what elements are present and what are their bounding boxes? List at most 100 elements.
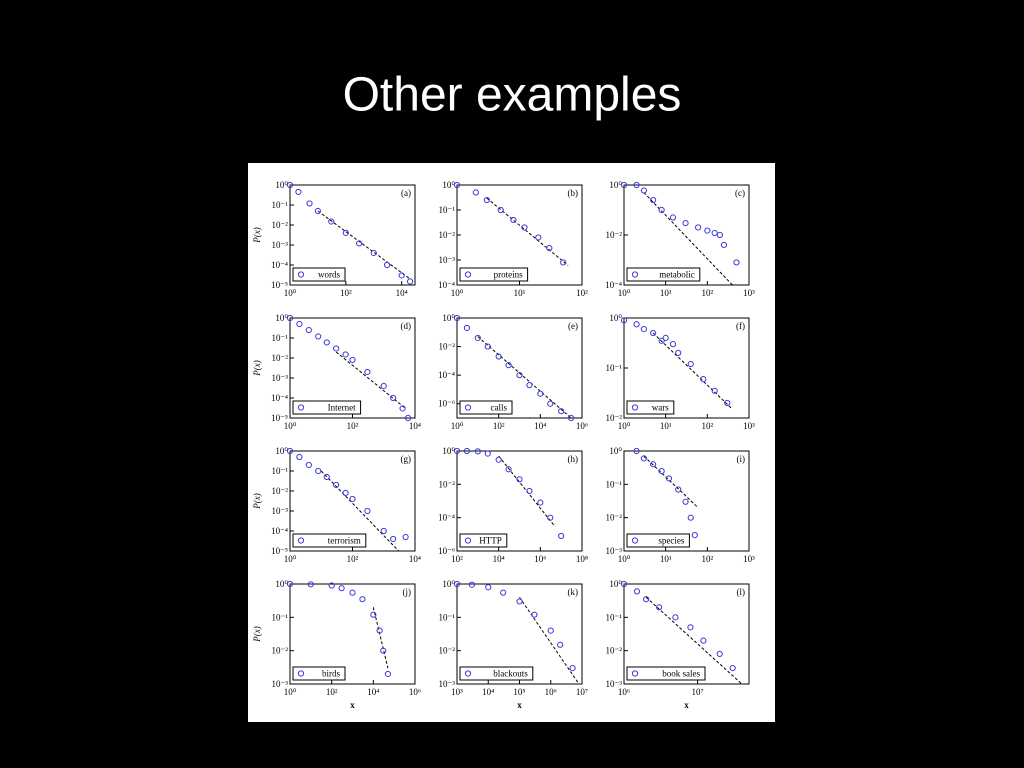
x-tick-label: 10¹: [660, 288, 672, 298]
data-point: [724, 399, 731, 407]
y-tick-label: 10⁰: [442, 446, 455, 456]
legend-label: proteins: [494, 270, 523, 280]
x-axis-label: x: [517, 700, 522, 710]
data-point: [531, 611, 538, 618]
data-point: [729, 664, 736, 672]
x-tick-label: 10⁶: [409, 687, 421, 697]
data-point: [650, 196, 657, 204]
data-point: [633, 321, 640, 328]
x-tick-label: 10¹: [660, 554, 672, 564]
panel-label: (l): [737, 587, 746, 597]
data-point: [656, 604, 663, 611]
data-point: [620, 580, 628, 588]
legend-label: words: [318, 270, 340, 280]
data-point: [547, 514, 554, 521]
data-point: [380, 382, 387, 390]
data-point: [691, 531, 698, 539]
legend-label: Internet: [328, 403, 356, 413]
data-point: [305, 461, 312, 469]
y-tick-label: 10⁻⁴: [438, 513, 455, 523]
data-point: [390, 394, 397, 402]
legend-box: [626, 666, 706, 681]
legend-label: book sales: [662, 669, 700, 679]
y-tick-label: 10⁻²: [606, 646, 623, 656]
data-point: [665, 475, 673, 482]
fit-line: [652, 332, 733, 410]
x-tick-label: 10⁰: [284, 288, 297, 298]
x-tick-label: 10⁶: [534, 554, 546, 564]
data-point: [307, 581, 314, 588]
data-point: [472, 189, 479, 196]
y-tick-label: 10⁻²: [606, 413, 623, 423]
y-tick-label: 10⁻¹: [606, 612, 623, 622]
x-tick-label: 10⁰: [451, 421, 464, 431]
data-point: [497, 206, 504, 214]
data-point: [295, 188, 302, 196]
slide-title: Other examples: [343, 69, 682, 122]
x-tick-label: 10⁰: [618, 421, 631, 431]
data-point: [495, 353, 502, 360]
y-tick-label: 10⁻²: [439, 342, 456, 352]
data-point: [526, 382, 533, 389]
y-tick-label: 10⁰: [609, 180, 622, 190]
data-point: [359, 596, 366, 603]
data-point: [675, 486, 682, 493]
legend-marker: [631, 271, 639, 278]
fit-line: [645, 596, 743, 685]
y-tick-label: 10⁻²: [439, 479, 456, 489]
legend-box: [626, 400, 675, 415]
panel-label: (i): [737, 454, 746, 464]
figure-background: [248, 163, 775, 722]
legend-marker: [297, 670, 305, 677]
x-tick-label: 10⁷: [692, 687, 704, 697]
x-tick-label: 10⁰: [618, 554, 631, 564]
data-point: [356, 240, 363, 247]
data-point: [658, 337, 665, 344]
data-point: [672, 614, 679, 621]
data-point: [560, 259, 567, 266]
data-point: [383, 261, 391, 269]
y-tick-label: 10⁻⁵: [271, 280, 288, 290]
legend-label: metabolic: [659, 270, 695, 280]
plot-frame: [289, 583, 416, 685]
data-point: [682, 498, 689, 505]
data-point: [495, 456, 502, 463]
y-tick-label: 10⁻⁴: [271, 526, 288, 536]
y-tick-label: 10⁰: [609, 579, 622, 589]
data-point: [380, 647, 387, 654]
x-tick-label: 10²: [451, 554, 463, 564]
y-tick-label: 10⁻¹: [606, 479, 623, 489]
x-tick-label: 10³: [743, 554, 755, 564]
panel-label: (h): [568, 454, 579, 464]
data-point: [675, 349, 682, 357]
data-point: [640, 325, 647, 333]
panel-label: (k): [568, 587, 579, 597]
data-point: [687, 360, 694, 368]
legend-marker: [297, 537, 305, 544]
y-tick-label: 10⁰: [275, 180, 288, 190]
x-tick-label: 10⁶: [545, 687, 557, 697]
y-tick-label: 10⁰: [609, 446, 622, 456]
data-point: [305, 326, 312, 334]
legend-box: [626, 533, 690, 548]
panel-label: (j): [403, 587, 412, 597]
y-tick-label: 10⁰: [609, 313, 622, 323]
legend-label: blackouts: [493, 669, 528, 679]
x-tick-label: 10²: [340, 288, 352, 298]
legend-box: [459, 400, 513, 415]
x-tick-label: 10⁴: [534, 421, 546, 431]
data-point: [557, 641, 564, 648]
data-point: [484, 343, 491, 350]
legend-box: [292, 533, 367, 548]
y-tick-label: 10⁻²: [606, 230, 623, 240]
data-point: [323, 473, 330, 481]
x-tick-label: 10⁰: [451, 288, 464, 298]
fit-line: [486, 197, 569, 266]
data-point: [296, 320, 303, 328]
x-tick-label: 10³: [743, 288, 755, 298]
y-tick-label: 10⁰: [275, 579, 288, 589]
y-tick-label: 10⁻²: [606, 513, 623, 523]
x-axis-label: x: [350, 700, 355, 710]
y-tick-label: 10⁻²: [439, 230, 456, 240]
legend-label: species: [658, 536, 684, 546]
